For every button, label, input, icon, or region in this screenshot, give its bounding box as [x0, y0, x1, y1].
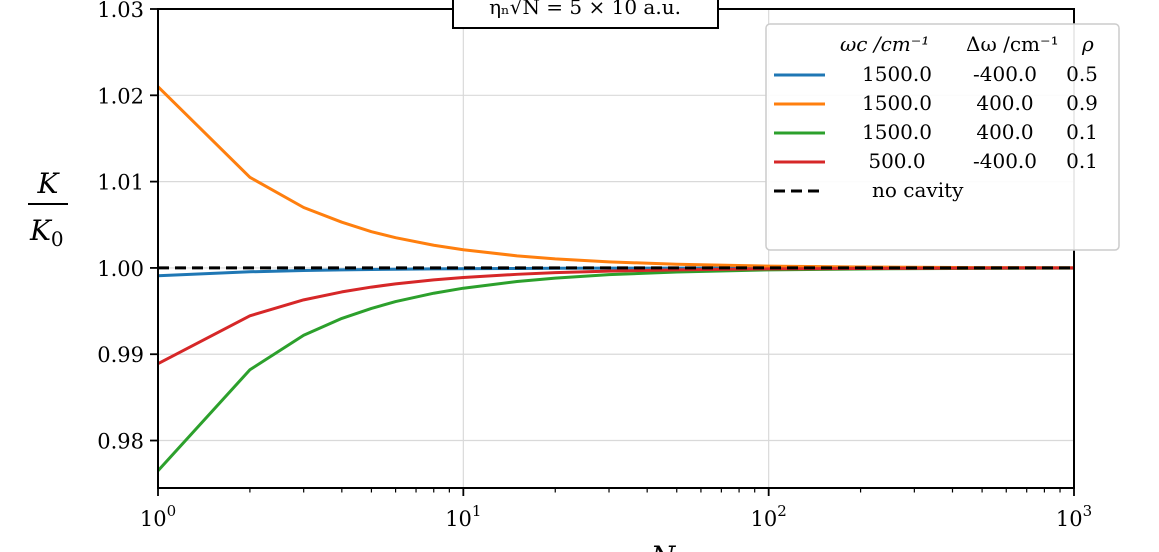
legend-header-col2: Δω /cm⁻¹ [966, 32, 1059, 56]
legend-delta-omega-0: -400.0 [973, 62, 1037, 86]
legend-omega-c-2: 1500.0 [862, 120, 932, 144]
x-tick-label-exponent: 2 [777, 502, 787, 520]
annotation-text: ηₙ√N = 5 × 10 a.u. [489, 0, 681, 19]
y-label-denominator-main: K [29, 214, 53, 247]
x-tick-label-exponent: 1 [472, 502, 482, 520]
legend-rho-3: 0.1 [1066, 149, 1098, 173]
x-tick-label: 100 [140, 502, 176, 531]
legend-delta-omega-2: 400.0 [976, 120, 1033, 144]
legend-rho-1: 0.9 [1066, 91, 1098, 115]
y-label-denominator: K0 [29, 214, 64, 251]
legend-delta-omega-3: -400.0 [973, 149, 1037, 173]
x-tick-label-exponent: 0 [167, 502, 177, 520]
x-tick-label-exponent: 3 [1083, 502, 1093, 520]
legend-header-col1: ωc /cm⁻¹ [840, 32, 929, 56]
legend-rho-2: 0.1 [1066, 120, 1098, 144]
series-lines [156, 85, 1075, 472]
y-axis-label: K K0 [28, 167, 68, 251]
annotation-frame [452, 0, 719, 29]
x-tick-label-base: 10 [140, 507, 167, 531]
y-tick-label: 1.00 [97, 257, 144, 281]
x-tick-label: 102 [751, 502, 787, 531]
series-line-3 [157, 266, 1075, 366]
y-tick-label: 0.98 [97, 430, 144, 454]
x-axis-label: N [650, 540, 677, 552]
y-tick-label: 0.99 [97, 343, 144, 367]
y-tick-label: 1.02 [97, 84, 144, 108]
y-tick-label: 1.01 [97, 171, 144, 195]
y-label-numerator: K [37, 167, 61, 200]
x-tick-label: 101 [445, 502, 481, 531]
legend: ωc /cm⁻¹ Δω /cm⁻¹ ρ 1500.0 -400.0 0.51500.… [765, 23, 1120, 251]
legend-rho-0: 0.5 [1066, 62, 1098, 86]
legend-label-4: no cavity [872, 178, 964, 202]
legend-delta-omega-1: 400.0 [976, 91, 1033, 115]
legend-rows: 1500.0 -400.0 0.5 1500.0 400.0 0.9 1500.0 400.0… [774, 62, 1098, 202]
legend-header-col3: ρ [1081, 32, 1094, 56]
x-tick-label: 103 [1056, 502, 1092, 531]
legend-omega-c-0: 1500.0 [862, 62, 932, 86]
x-tick-label-base: 10 [751, 507, 778, 531]
y-tick-label: 1.03 [97, 0, 144, 22]
x-tick-label-base: 10 [445, 507, 472, 531]
annotation-box: ηₙ√N = 5 × 10 a.u. [452, 0, 719, 29]
y-label-denominator-sub: 0 [51, 227, 64, 251]
legend-omega-c-3: 500.0 [868, 149, 925, 173]
legend-frame [765, 23, 1120, 251]
x-tick-label-base: 10 [1056, 507, 1083, 531]
legend-omega-c-1: 1500.0 [862, 91, 932, 115]
